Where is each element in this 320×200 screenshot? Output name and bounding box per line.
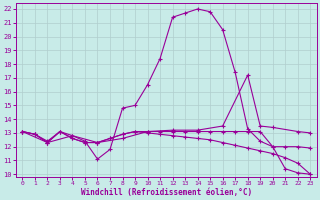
X-axis label: Windchill (Refroidissement éolien,°C): Windchill (Refroidissement éolien,°C) [81, 188, 252, 197]
